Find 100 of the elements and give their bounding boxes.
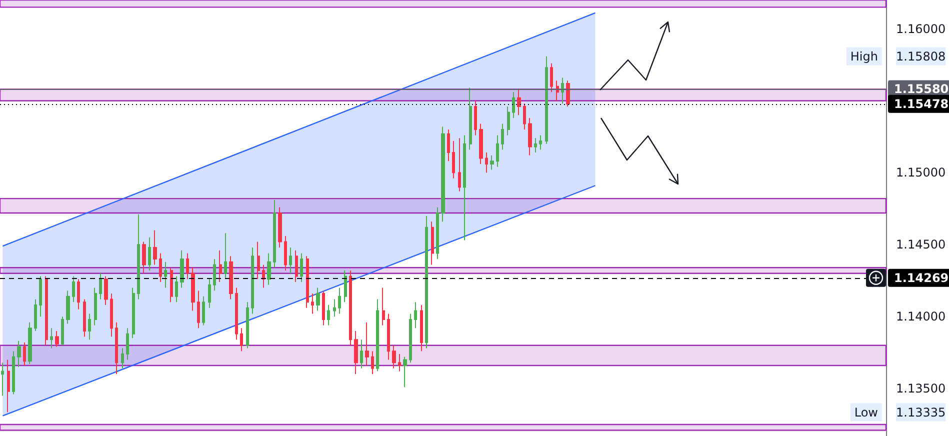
y-tick-label: 1.15808 <box>896 49 946 64</box>
candlestick <box>175 276 178 303</box>
candlestick <box>311 293 314 314</box>
candlestick <box>490 154 494 170</box>
candlestick <box>284 235 287 272</box>
ref-line-label: 1.14269 <box>894 270 949 285</box>
candlestick <box>441 126 445 222</box>
candlestick <box>28 322 32 365</box>
candlestick <box>479 123 483 165</box>
candlestick <box>72 276 75 303</box>
candlestick <box>153 230 157 266</box>
candlestick <box>110 293 113 338</box>
candlestick <box>219 250 222 283</box>
annotation: Low <box>854 405 878 420</box>
candlestick <box>300 252 303 283</box>
candlestick <box>94 287 97 326</box>
candlestick <box>278 206 282 248</box>
candlestick <box>458 138 461 192</box>
candlestick <box>191 267 195 312</box>
candlestick <box>289 247 292 274</box>
candlestick <box>550 62 553 93</box>
candlestick <box>447 129 450 162</box>
candlestick <box>392 344 396 369</box>
candlestick <box>469 87 472 150</box>
candlestick <box>159 252 162 283</box>
candlestick <box>1 362 4 396</box>
candlestick <box>365 322 369 366</box>
y-tick-label: 1.13335 <box>896 405 946 420</box>
candlestick <box>55 330 59 348</box>
candlestick <box>99 272 102 300</box>
candlestick <box>137 214 140 300</box>
candlestick <box>398 353 401 372</box>
candlestick <box>186 252 189 280</box>
candlestick <box>354 330 358 375</box>
candlestick <box>213 258 216 292</box>
candlestick <box>474 100 477 136</box>
candlestick <box>556 80 559 102</box>
candlestick <box>45 276 48 346</box>
candlestick <box>528 117 532 156</box>
candlestick <box>23 342 26 366</box>
candlestick <box>39 276 42 318</box>
candlestick <box>376 298 379 372</box>
candlestick <box>126 328 129 360</box>
candlestick <box>34 298 37 332</box>
candlestick <box>414 302 417 329</box>
candlestick <box>7 359 10 413</box>
candlestick <box>257 241 260 280</box>
candlestick <box>545 56 548 144</box>
candlestick <box>235 287 238 340</box>
candlestick <box>224 232 227 280</box>
candlestick <box>387 313 390 360</box>
candlestick <box>61 316 64 346</box>
candlestick <box>197 290 200 329</box>
candlestick <box>12 350 15 395</box>
candlestick <box>431 221 434 266</box>
candlestick <box>50 328 53 349</box>
candlestick <box>496 134 499 168</box>
ref-line-label: 1.15580 <box>894 82 949 96</box>
candlestick <box>420 304 423 352</box>
candlestick <box>295 250 298 283</box>
candlestick <box>403 356 407 388</box>
candlestick <box>164 261 167 288</box>
candlestick <box>534 138 537 154</box>
candlestick <box>349 270 352 346</box>
candlestick <box>523 103 526 130</box>
candlestick <box>463 134 466 241</box>
candlestick <box>88 313 91 340</box>
candlestick <box>262 264 265 288</box>
y-tick-label: 1.14000 <box>896 310 946 324</box>
candlestick <box>327 304 330 326</box>
candlestick <box>104 276 108 306</box>
candlestick <box>316 287 320 312</box>
candlestick <box>180 250 184 288</box>
candlestick <box>344 270 347 303</box>
candlestick <box>409 313 412 364</box>
candlestick <box>273 200 276 268</box>
candlestick <box>77 278 80 310</box>
candlestick <box>322 290 325 326</box>
candlestick <box>132 287 135 339</box>
y-tick-label: 1.13500 <box>896 382 946 396</box>
candlestick <box>208 278 211 308</box>
y-tick-label: 1.16000 <box>896 22 946 36</box>
candlestick <box>121 348 124 369</box>
candlestick <box>507 106 510 136</box>
candlestick <box>452 140 455 179</box>
candlestick <box>485 152 488 174</box>
candlestick <box>17 340 21 368</box>
candlestick <box>566 80 570 107</box>
candlestick <box>142 241 146 274</box>
candlestick <box>229 256 233 300</box>
annotation: High <box>850 49 878 64</box>
candlestick <box>115 322 118 375</box>
ref-line-label: 1.15478 <box>894 96 949 111</box>
candlestick <box>246 302 249 349</box>
candlestick <box>436 206 439 260</box>
candlestick <box>66 290 70 324</box>
candlestick <box>170 267 173 303</box>
candlestick <box>338 287 341 314</box>
candlestick <box>371 350 374 375</box>
candlestick <box>148 236 151 272</box>
